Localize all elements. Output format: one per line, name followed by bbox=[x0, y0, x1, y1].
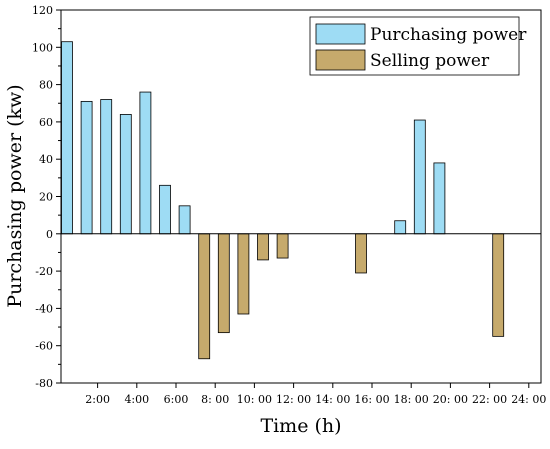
x-tick-label: 8: 00 bbox=[201, 393, 229, 406]
bar-purchasing bbox=[433, 162, 446, 235]
y-tick-label: 40 bbox=[39, 153, 53, 166]
bar-purchasing bbox=[80, 100, 93, 235]
x-tick-label: 20: 00 bbox=[433, 393, 468, 406]
bar-selling bbox=[237, 233, 250, 315]
y-tick-label: 60 bbox=[39, 116, 53, 129]
bar-purchasing bbox=[119, 114, 132, 235]
y-tick-label: 100 bbox=[32, 41, 53, 54]
bar-purchasing bbox=[413, 119, 426, 235]
y-tick-label: -60 bbox=[35, 340, 53, 353]
legend-swatch-selling bbox=[315, 49, 366, 71]
x-tick-label: 6:00 bbox=[164, 393, 189, 406]
y-axis: -80 -60 -40 -20 0 20 40 60 80 100 120 bbox=[32, 4, 61, 390]
y-tick-label: 120 bbox=[32, 4, 53, 17]
bar-selling bbox=[355, 233, 367, 274]
x-tick-label: 10: 00 bbox=[237, 393, 272, 406]
x-tick-label: 18: 00 bbox=[394, 393, 429, 406]
bar-selling bbox=[217, 233, 230, 334]
y-tick-label: 0 bbox=[46, 228, 53, 241]
bar-purchasing bbox=[139, 91, 152, 235]
x-tick-label: 24: 00 bbox=[511, 393, 546, 406]
bar-selling bbox=[198, 233, 211, 360]
x-tick-label: 14: 00 bbox=[315, 393, 350, 406]
y-axis-label: Purchasing power (kw) bbox=[4, 84, 26, 307]
bar-selling bbox=[492, 233, 505, 337]
y-tick-label: 20 bbox=[39, 191, 53, 204]
x-axis: 2:00 4:00 6:00 8: 00 10: 00 12: 00 14: 00 16: 0… bbox=[85, 383, 546, 406]
legend-swatch-purchasing bbox=[315, 23, 366, 45]
y-tick-label: 80 bbox=[39, 79, 53, 92]
x-tick-label: 16: 00 bbox=[354, 393, 389, 406]
y-tick-label: -20 bbox=[35, 265, 53, 278]
legend-label-purchasing: Purchasing power bbox=[370, 25, 527, 45]
bar-purchasing bbox=[178, 205, 191, 235]
bar-purchasing bbox=[394, 220, 407, 235]
bar-purchasing bbox=[100, 99, 113, 235]
x-tick-label: 22: 00 bbox=[472, 393, 507, 406]
x-tick-label: 2:00 bbox=[85, 393, 110, 406]
legend-label-selling: Selling power bbox=[370, 51, 490, 71]
bar-selling bbox=[257, 233, 269, 261]
legend: Purchasing power Selling power bbox=[309, 16, 527, 76]
bar-selling bbox=[276, 233, 289, 259]
x-axis-label: Time (h) bbox=[260, 415, 341, 437]
bar-purchasing bbox=[159, 184, 171, 235]
y-tick-label: -40 bbox=[35, 302, 53, 315]
y-tick-label: -80 bbox=[35, 377, 53, 390]
x-tick-label: 4:00 bbox=[124, 393, 149, 406]
bar-purchasing bbox=[61, 41, 73, 235]
x-tick-label: 12: 00 bbox=[276, 393, 311, 406]
